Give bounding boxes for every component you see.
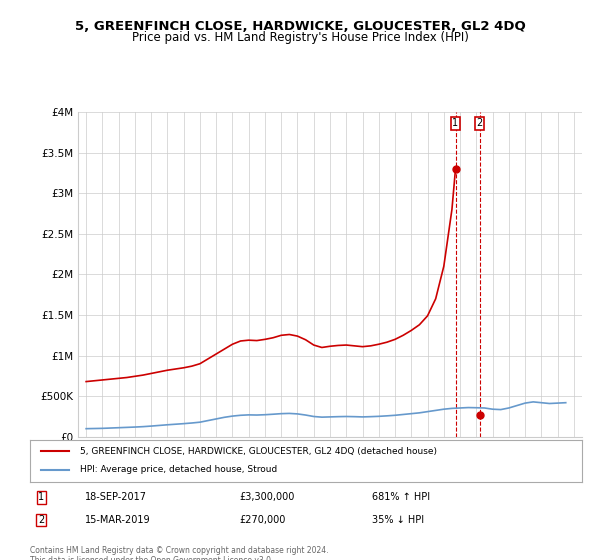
Text: 1: 1 bbox=[38, 492, 44, 502]
Text: 5, GREENFINCH CLOSE, HARDWICKE, GLOUCESTER, GL2 4DQ: 5, GREENFINCH CLOSE, HARDWICKE, GLOUCEST… bbox=[74, 20, 526, 32]
Text: Contains HM Land Registry data © Crown copyright and database right 2024.
This d: Contains HM Land Registry data © Crown c… bbox=[30, 546, 329, 560]
Text: 18-SEP-2017: 18-SEP-2017 bbox=[85, 492, 147, 502]
Text: 15-MAR-2019: 15-MAR-2019 bbox=[85, 515, 151, 525]
Text: 35% ↓ HPI: 35% ↓ HPI bbox=[372, 515, 424, 525]
Text: HPI: Average price, detached house, Stroud: HPI: Average price, detached house, Stro… bbox=[80, 465, 277, 474]
Text: 2: 2 bbox=[476, 119, 483, 128]
Text: 681% ↑ HPI: 681% ↑ HPI bbox=[372, 492, 430, 502]
Text: Price paid vs. HM Land Registry's House Price Index (HPI): Price paid vs. HM Land Registry's House … bbox=[131, 31, 469, 44]
Text: 1: 1 bbox=[452, 119, 458, 128]
Text: 2: 2 bbox=[38, 515, 44, 525]
Text: £270,000: £270,000 bbox=[240, 515, 286, 525]
Text: £3,300,000: £3,300,000 bbox=[240, 492, 295, 502]
Text: 5, GREENFINCH CLOSE, HARDWICKE, GLOUCESTER, GL2 4DQ (detached house): 5, GREENFINCH CLOSE, HARDWICKE, GLOUCEST… bbox=[80, 447, 437, 456]
